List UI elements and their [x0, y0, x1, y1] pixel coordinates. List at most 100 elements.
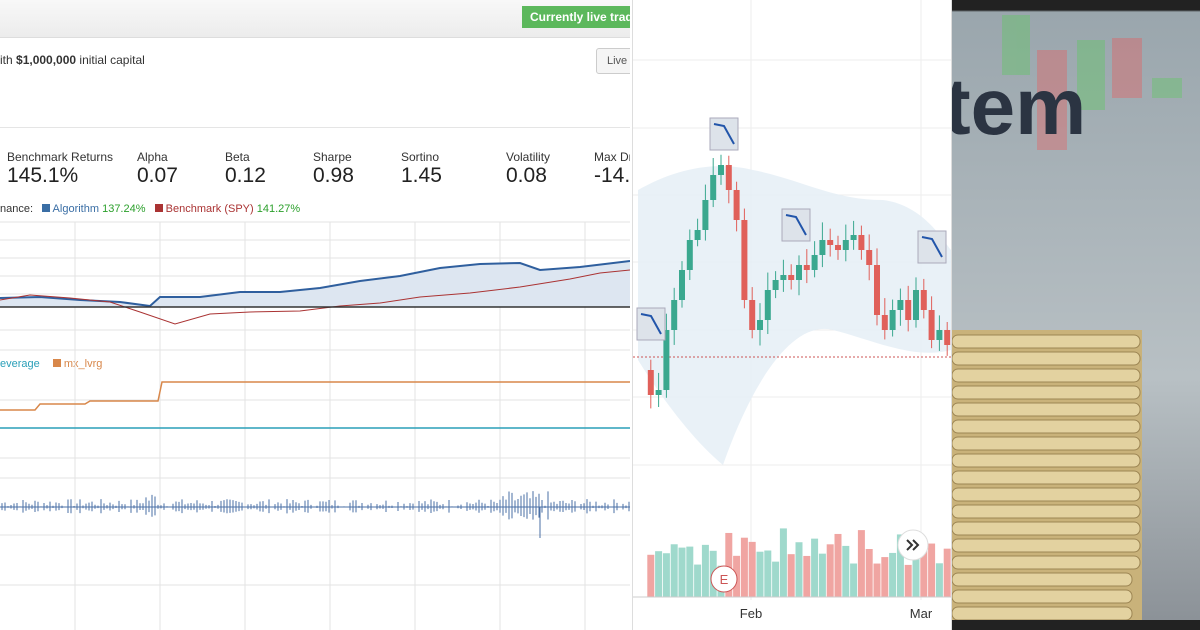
volume-bar	[764, 550, 772, 597]
capital-suffix: initial capital	[76, 53, 145, 67]
volume-bar	[701, 544, 709, 597]
max-leverage-line	[0, 381, 630, 411]
coin	[952, 436, 1141, 451]
volume-bar	[686, 546, 694, 597]
metric-label: Sortino	[401, 150, 440, 164]
benchmark-line	[0, 269, 630, 325]
earnings-label: E	[720, 572, 729, 587]
coin	[952, 504, 1141, 519]
candle	[858, 235, 865, 250]
candle	[819, 240, 826, 255]
candle	[889, 310, 896, 330]
volume-bar	[795, 542, 803, 597]
algorithm-area	[0, 261, 630, 307]
candle	[694, 230, 701, 240]
metric-value: -14.	[594, 164, 630, 187]
metric-label: Sharpe	[313, 150, 352, 164]
candle	[757, 320, 763, 330]
metric-label: Max Dr	[594, 150, 630, 164]
volume-bar	[896, 534, 904, 597]
metric: Benchmark Returns 145.1%	[7, 150, 113, 188]
candle	[920, 290, 927, 310]
candle	[874, 265, 880, 315]
legend-swatch	[42, 204, 51, 212]
legend-name: mx_lvrg	[63, 358, 103, 370]
coin	[952, 606, 1133, 621]
live-button[interactable]: Live T	[596, 48, 630, 74]
candle	[936, 330, 943, 340]
backtest-charts	[0, 221, 630, 630]
candle	[655, 390, 662, 395]
legend-label: nance:	[0, 203, 34, 215]
capital-prefix: ith	[0, 53, 17, 67]
candle	[944, 330, 951, 345]
candle	[913, 290, 919, 320]
metric-label: Benchmark Returns	[7, 150, 114, 164]
banner-image: tem	[952, 0, 1200, 630]
bottom-edge	[952, 620, 1200, 630]
candle	[679, 270, 685, 300]
candle	[710, 175, 717, 200]
legend-swatch	[154, 204, 163, 212]
volume-bar	[881, 557, 889, 597]
volume-bar	[834, 533, 842, 597]
metric: Volatility 0.08	[506, 150, 550, 188]
volume-bar	[811, 538, 819, 597]
x-tick-label: Mar	[910, 606, 933, 621]
coins	[952, 334, 1141, 621]
candle	[749, 300, 756, 330]
legend-name: Benchmark (SPY)	[165, 203, 254, 215]
volume-bar	[943, 548, 951, 597]
coin	[952, 351, 1141, 366]
candle	[850, 235, 857, 240]
volume-bar	[662, 553, 670, 597]
metric-value: 145.1%	[7, 164, 79, 187]
candle-panel: E Feb Mar	[632, 0, 952, 630]
legend-name: Algorithm	[52, 203, 100, 215]
coin	[952, 538, 1141, 553]
volume-bar	[772, 561, 780, 597]
volume-bar	[756, 551, 764, 597]
volume-bar	[694, 564, 702, 597]
volume-bar	[873, 563, 881, 597]
metric: Max Dr -14.	[594, 150, 630, 188]
coin	[952, 589, 1133, 604]
volume-bar	[670, 544, 678, 597]
coin	[952, 402, 1141, 417]
band	[638, 166, 951, 465]
candle	[671, 300, 678, 330]
bg-candles	[1002, 15, 1182, 150]
candle	[811, 255, 818, 270]
volume-bar	[865, 549, 873, 597]
signal-icon	[636, 307, 666, 341]
bg-candle	[1037, 50, 1067, 150]
volume-bar	[912, 547, 920, 597]
metric: Alpha 0.07	[137, 150, 178, 188]
divider	[0, 127, 630, 128]
grid	[0, 221, 630, 630]
live-badge: Currently live tradi	[522, 6, 630, 28]
candle	[897, 300, 904, 310]
volume-bar	[748, 541, 756, 597]
candle	[741, 220, 748, 300]
candle	[733, 190, 740, 220]
metric-value: 0.08	[506, 164, 547, 187]
candle	[780, 275, 787, 280]
candle	[725, 165, 732, 190]
metric-label: Beta	[225, 150, 250, 164]
metric-label: Alpha	[137, 150, 168, 164]
metric: Beta 0.12	[225, 150, 266, 188]
candle	[881, 315, 888, 330]
legend-swatch	[52, 359, 61, 367]
legend-name: everage	[0, 358, 40, 370]
metric-value: 0.98	[313, 164, 354, 187]
leverage-legend: everage mx_lvrg	[0, 358, 102, 370]
metric: Sharpe 0.98	[313, 150, 354, 188]
volume-bar	[826, 544, 834, 597]
volume-bar	[920, 546, 928, 597]
candle	[718, 165, 724, 175]
volume-bar	[803, 555, 811, 597]
candle	[803, 265, 810, 270]
volume-bar	[740, 537, 748, 597]
backtest-panel: Currently live tradi ith $1,000,000 init…	[0, 0, 630, 630]
